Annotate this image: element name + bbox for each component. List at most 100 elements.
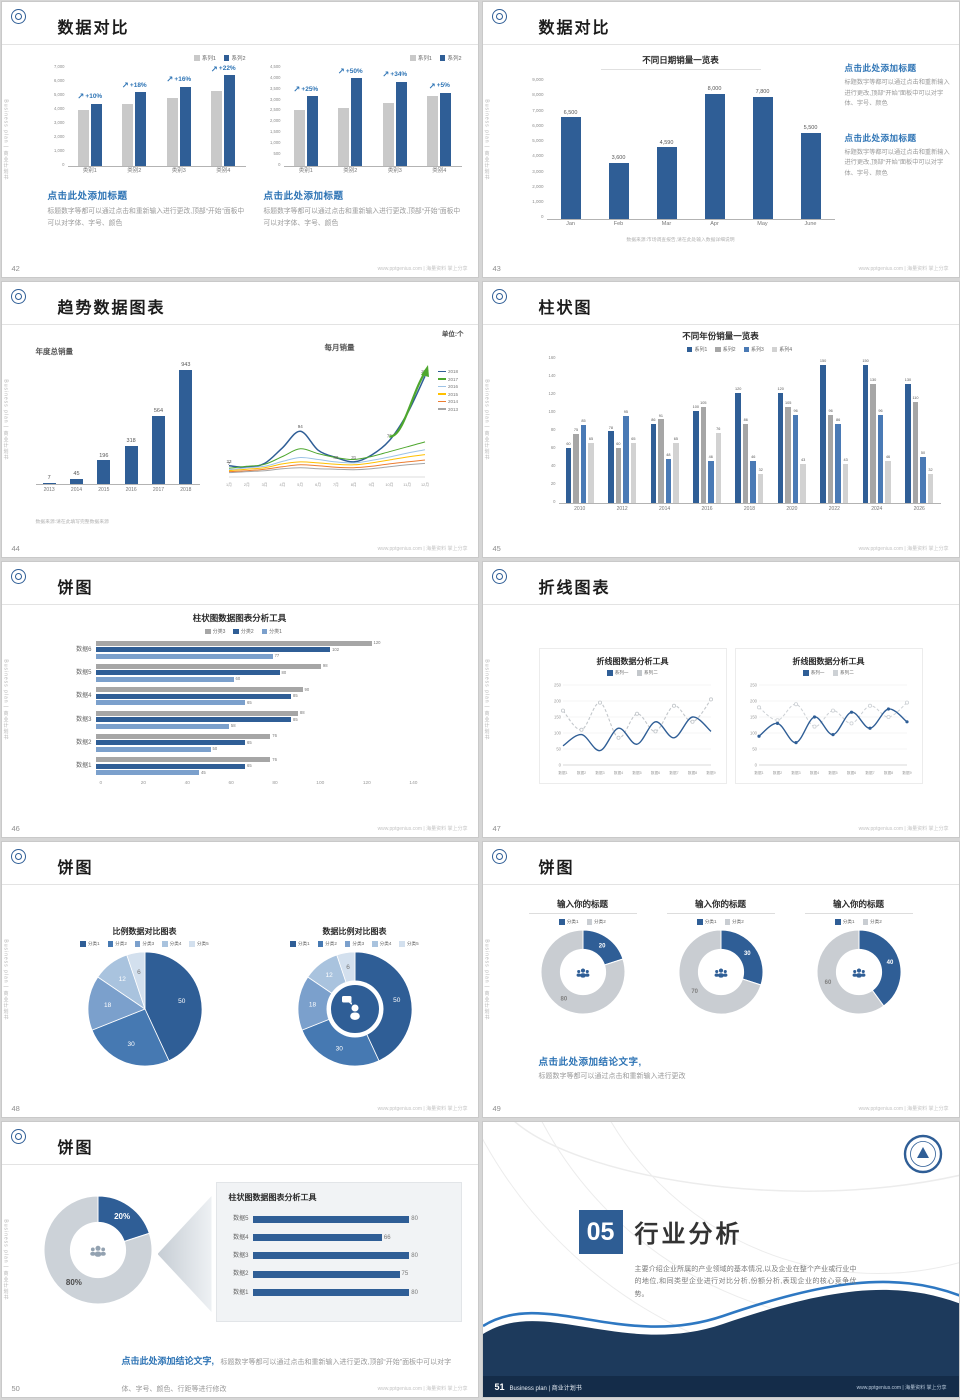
slide-title: 饼图 (538, 860, 575, 877)
donut-chart-svg: 20% 80% (43, 1195, 152, 1305)
horizontal-bar-chart: 分类3 分类2 分类1 数据6 120 102 77 数据5 98 80 60 数据4 90 85 65 数据… (76, 628, 418, 786)
text-blocks: 点击此处添加标题 标题数字等都可以通过点击和重新输入进行更改,顶部“开始”面板中… (845, 62, 951, 179)
svg-text:60: 60 (824, 980, 831, 986)
slide-46-thumbnail[interactable]: Business plan | 商业计划书 饼图 柱状图数据图表分析工具 分类3… (0, 561, 479, 838)
slide-45-thumbnail[interactable]: Business plan | 商业计划书 柱状图 不同年份销量一览表 系列1 系… (481, 281, 960, 558)
side-watermark-text: Business plan | 商业计划书 (2, 658, 9, 741)
svg-text:数据8: 数据8 (883, 770, 892, 775)
svg-text:3月: 3月 (262, 482, 268, 487)
chart-title: 数据比例对比图表 (322, 927, 387, 936)
svg-text:18: 18 (308, 1001, 316, 1008)
svg-text:50: 50 (178, 998, 186, 1005)
footer-url: www.pptgenius.com | 海量资料 掌上分享 (377, 1106, 468, 1112)
chart-title: 输入你的标题 (528, 898, 637, 914)
page-number: 44 (11, 544, 20, 553)
people-icon (576, 968, 589, 978)
conclusion-heading: 点击此处添加结论文字, (538, 1057, 642, 1068)
svg-text:1月: 1月 (226, 482, 232, 487)
chart-title: 年度总销量 (35, 347, 74, 356)
line-chart-svg: 1月2月3月4月5月6月7月8月9月10月11月12月2394317520774… (226, 365, 429, 487)
growth-arrow-icon: ↗ (166, 74, 174, 85)
page-number: 50 (11, 1384, 20, 1393)
donut-column: 输入你的标题 分类1 分类2 20 80 (517, 898, 649, 1016)
donut-chart-panel: 数据比例对比图表 分类1 分类2 分类3 分类4 分类5 50 30 18 12 6 (262, 926, 448, 1068)
line-chart-svg: 250 200 150 100 50 0 数据1 数据2 数据3 数据4 数据5 数据6 数据7 数据8 数… (554, 683, 716, 776)
side-watermark-text: Business plan | 商业计划书 (483, 98, 490, 181)
svg-text:23: 23 (226, 459, 232, 464)
svg-text:30: 30 (335, 1046, 343, 1053)
svg-text:80%: 80% (65, 1278, 81, 1287)
logo-inner-ring (14, 853, 22, 860)
svg-text:150: 150 (750, 715, 758, 720)
annual-sales-chart-area: 年度总销量 7 45 196 318 564 943 2013 2014 2015 2016 201… (35, 346, 200, 495)
comparison-column-right: 系列1 系列2 4,500 4,000 3,500 3,000 2,500 2,000 1,50… (264, 54, 462, 229)
logo-inner-ring (14, 1133, 22, 1140)
slide-51-thumbnail[interactable]: 05 行业分析 主要介绍企业所属的产业领域的基本情况,以及企业在整个产业或行业中… (481, 1121, 960, 1398)
brand-logo-icon (491, 569, 507, 584)
brand-logo-icon (491, 849, 507, 864)
page-number: 49 (492, 1104, 501, 1113)
slide-47-thumbnail[interactable]: Business plan | 商业计划书 折线图表 折线图数据分析工具 系列一… (481, 561, 960, 838)
page-number: 43 (492, 264, 501, 273)
side-watermark-text: Business plan | 商业计划书 (2, 378, 9, 461)
title-divider (482, 44, 959, 45)
wave-graphic (482, 1122, 959, 1397)
logo-inner-ring (495, 853, 503, 860)
page-number: 47 (492, 824, 501, 833)
side-watermark-text: Business plan | 商业计划书 (2, 1218, 9, 1301)
brand-logo-icon (10, 849, 26, 864)
slide-title: 数据对比 (538, 20, 611, 37)
svg-text:数据3: 数据3 (791, 770, 800, 775)
slide-42-thumbnail[interactable]: Business plan | 商业计划书 数据对比 系列1 系列2 7,000 6,… (0, 1, 479, 278)
chart-title: 每月销量 (324, 343, 355, 352)
donut-chart: 分类1 分类2 30 70 (655, 919, 787, 1016)
line-chart-panel: 折线图数据分析工具 系列一 系列二 250 200 150 100 50 0 数据1 数据2 数据3… (734, 648, 923, 784)
donut-chart-svg: 40 60 (816, 929, 901, 1015)
slide-49-thumbnail[interactable]: Business plan | 商业计划书 饼图 输入你的标题 分类1 分类2 20… (481, 841, 960, 1118)
footer-url: www.pptgenius.com | 海量资料 掌上分享 (858, 546, 949, 552)
block-heading: 点击此处添加标题 (844, 63, 917, 73)
title-divider (1, 324, 478, 325)
block-body: 标题数字等都可以通过点击和重新输入进行更改,顶部“开始”面板中可以对字体、字号、… (263, 208, 461, 227)
brand-logo-icon (10, 9, 26, 24)
svg-text:9月: 9月 (369, 482, 375, 487)
pie-chart-svg: 50 30 18 12 6 (87, 951, 202, 1067)
conclusion-block: 点击此处添加结论文字, 标题数字等都可以通过点击和重新输入进行更改,顶部“开始”… (122, 1346, 452, 1397)
svg-text:数据6: 数据6 (846, 770, 855, 775)
slide-43-thumbnail[interactable]: Business plan | 商业计划书 数据对比 不同日期销量一览表 9,0… (481, 1, 960, 278)
footer-brand-text: Business plan | 商业计划书 (509, 1385, 582, 1392)
line-chart: 系列一 系列二 250 200 150 100 50 0 数据1 数据2 数据3 数据4 数据5 数据6 数… (744, 670, 914, 777)
svg-text:20: 20 (598, 944, 605, 950)
sales-chart-area: 不同日期销量一览表 9,000 8,000 7,000 6,000 5,000 4,000… (527, 54, 835, 243)
side-watermark-text: Business plan | 商业计划书 (2, 938, 9, 1021)
svg-text:0: 0 (558, 763, 561, 768)
svg-text:50: 50 (393, 997, 401, 1004)
donut-column: 输入你的标题 分类1 分类2 30 70 (655, 898, 787, 1016)
slide-title: 饼图 (57, 860, 94, 877)
page-number: 48 (11, 1104, 20, 1113)
chart-title: 折线图数据分析工具 (792, 657, 865, 666)
sales-bar-chart: 9,000 8,000 7,000 6,000 5,000 4,000 3,000 2,000… (527, 77, 835, 230)
growth-arrow-icon: ↗ (121, 79, 129, 90)
slide-44-thumbnail[interactable]: Business plan | 商业计划书 趋势数据图表 单位:个 年度总销量 … (0, 281, 479, 558)
title-divider (1, 884, 478, 885)
svg-text:100: 100 (554, 731, 562, 736)
svg-text:31: 31 (351, 455, 357, 460)
panel-title: 柱状图数据图表分析工具 (228, 1193, 317, 1202)
svg-text:4月: 4月 (279, 482, 285, 487)
chart-title: 输入你的标题 (666, 898, 775, 914)
svg-text:数据3: 数据3 (595, 770, 604, 775)
svg-text:5月: 5月 (297, 482, 303, 487)
svg-text:数据8: 数据8 (687, 770, 696, 775)
page-number: 45 (492, 544, 501, 553)
funnel-shape (157, 1196, 212, 1312)
slide-50-thumbnail[interactable]: Business plan | 商业计划书 饼图 20% 80% 柱状图数据图表分… (0, 1121, 479, 1398)
slide-48-thumbnail[interactable]: Business plan | 商业计划书 饼图 比例数据对比图表 分类1 分类2… (0, 841, 479, 1118)
brand-logo-icon (10, 1129, 26, 1144)
monthly-line-chart: 1月2月3月4月5月6月7月8月9月10月11月12月2394317520774… (208, 359, 472, 489)
comparison-column-left: 系列1 系列2 7,000 6,000 5,000 4,000 3,000 2,000 1,00… (48, 54, 246, 229)
chart-title: 折线图数据分析工具 (596, 657, 669, 666)
svg-text:40: 40 (333, 455, 339, 460)
svg-text:11月: 11月 (403, 482, 411, 487)
